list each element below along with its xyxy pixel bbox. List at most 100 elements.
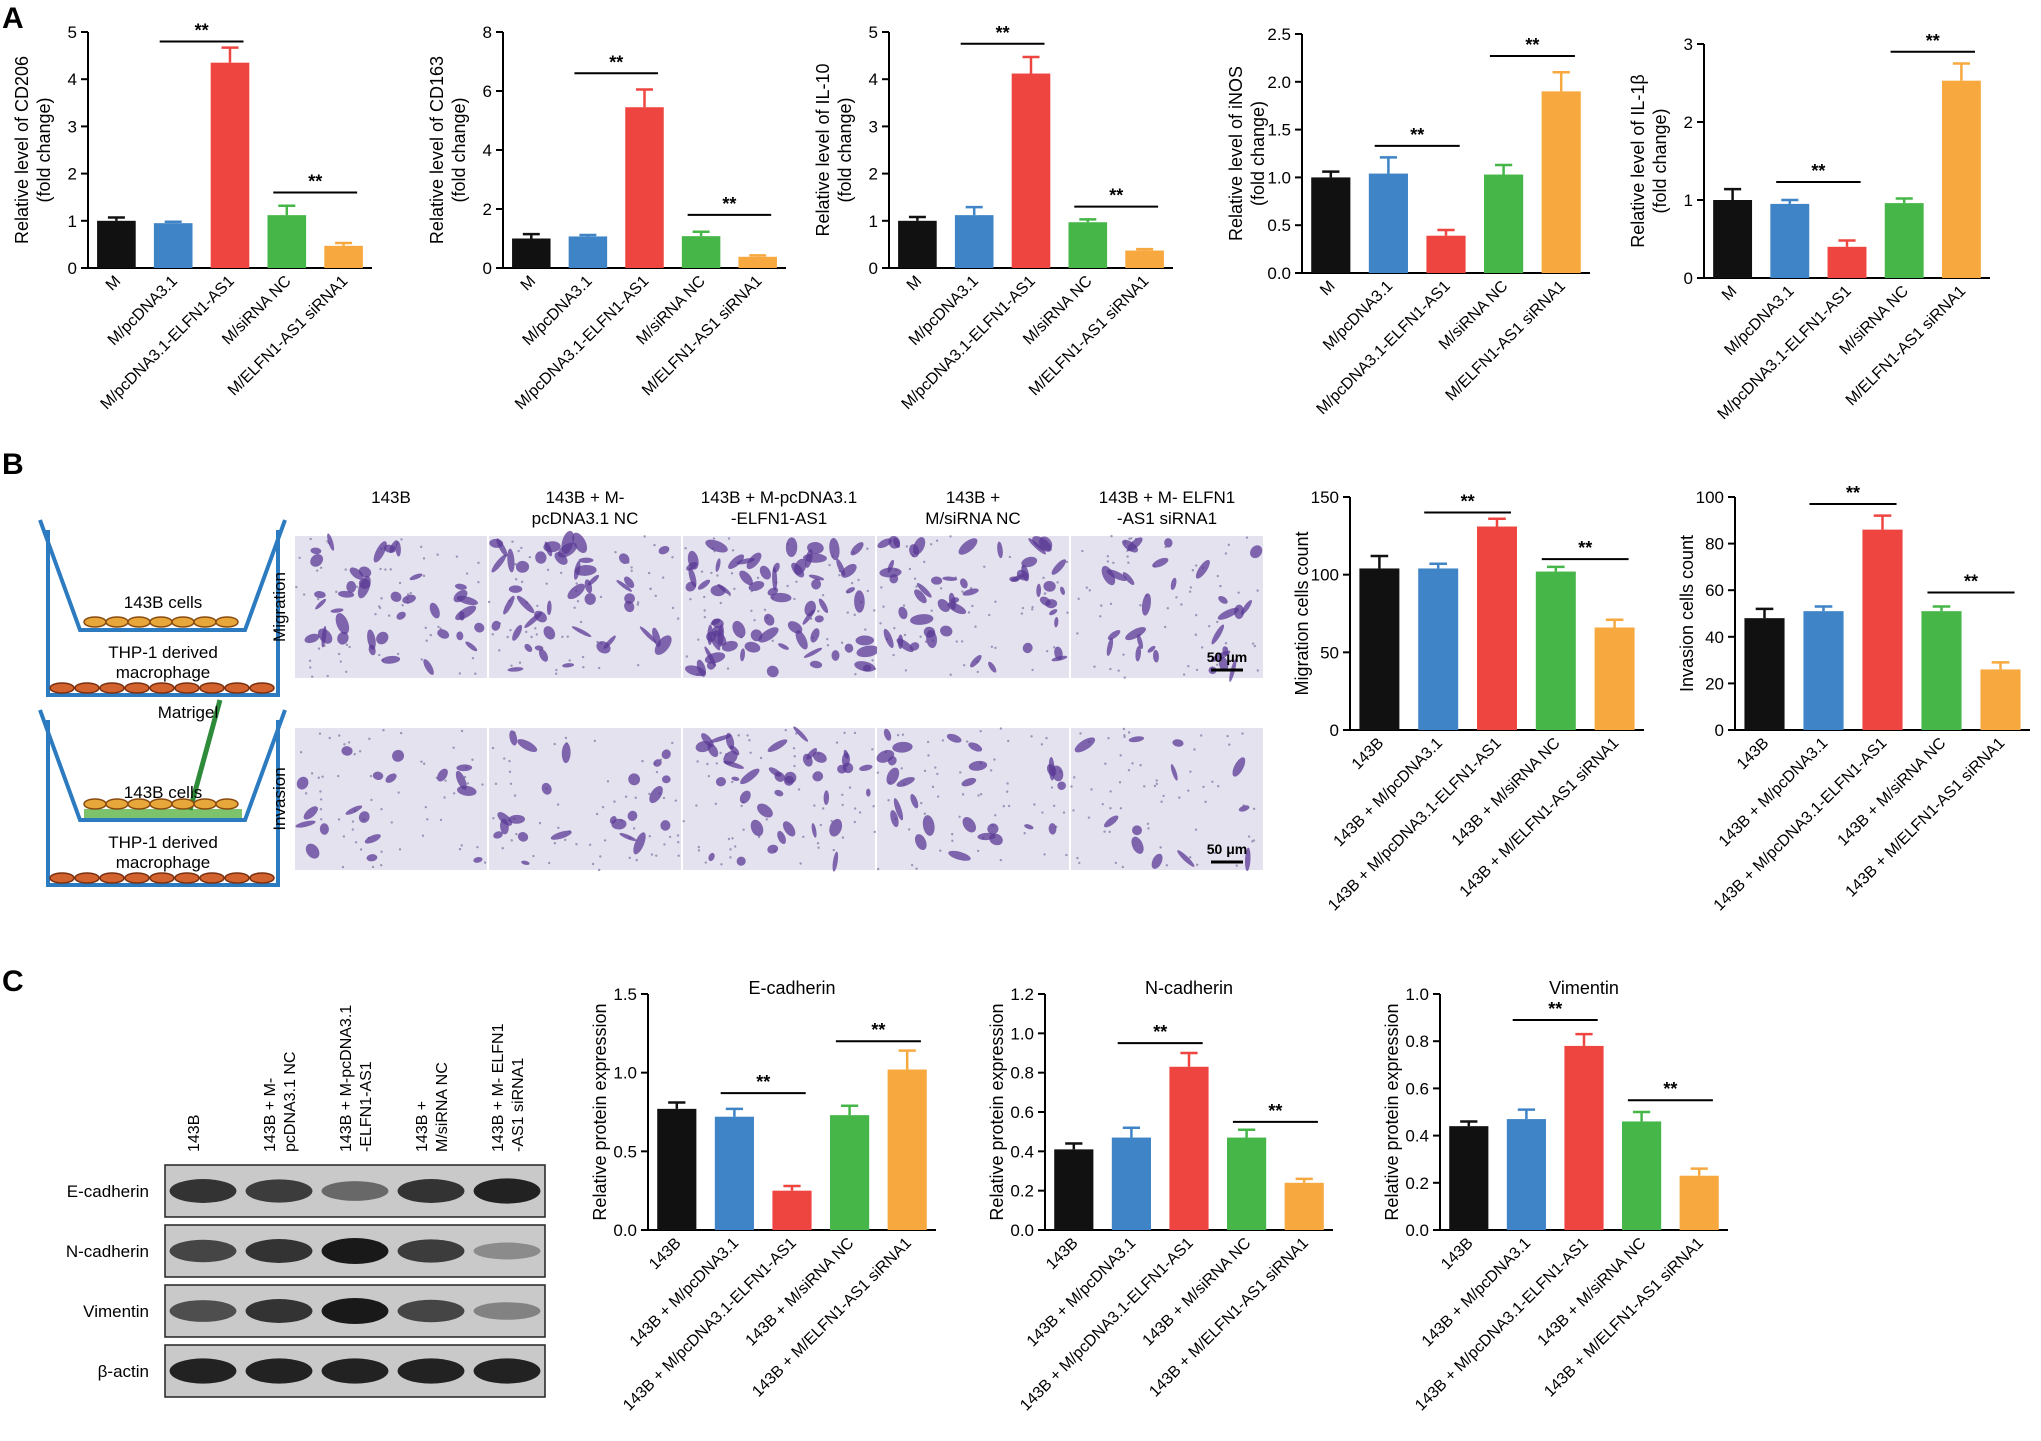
pore-dot xyxy=(793,755,796,758)
pore-dot xyxy=(510,664,513,667)
stained-cell xyxy=(887,756,897,766)
pore-dot xyxy=(930,609,933,612)
stained-cell xyxy=(783,775,794,786)
pore-dot xyxy=(1199,734,1203,737)
stained-cell xyxy=(317,628,333,644)
pore-dot xyxy=(931,785,935,789)
pore-dot xyxy=(676,834,680,837)
pore-dot xyxy=(1043,592,1047,595)
stained-cell xyxy=(1141,593,1151,616)
y-tick-label: 0.8 xyxy=(1010,1064,1034,1083)
blot-band xyxy=(321,1238,389,1264)
pore-dot xyxy=(1106,554,1110,558)
pore-dot xyxy=(1126,555,1129,558)
stained-cell xyxy=(1170,764,1178,781)
pore-dot xyxy=(700,570,704,573)
pore-dot xyxy=(951,839,954,843)
stained-cell xyxy=(890,810,899,828)
stained-cell xyxy=(609,816,617,824)
bar xyxy=(1506,1119,1546,1230)
stained-cell xyxy=(829,818,843,837)
stained-cell xyxy=(507,548,515,573)
pore-dot xyxy=(374,612,377,616)
pore-dot xyxy=(966,740,969,743)
x-tick-label: 143B + M/siRNA NC xyxy=(743,1235,858,1350)
micrograph-column-label: 143B + M- ELFN1 xyxy=(1099,488,1236,507)
pore-dot xyxy=(929,543,933,546)
pore-dot xyxy=(714,802,717,806)
stained-cell xyxy=(823,790,830,806)
pore-dot xyxy=(310,772,314,775)
stained-cell xyxy=(910,794,919,809)
pore-dot xyxy=(1224,552,1228,555)
stained-cell xyxy=(877,538,892,549)
stained-cell xyxy=(1022,642,1033,654)
pore-dot xyxy=(759,756,763,760)
pore-dot xyxy=(547,861,551,865)
stained-cell xyxy=(500,818,509,835)
y-tick-label: 3 xyxy=(869,117,878,136)
x-tick-label: 143B + M/pcDNA3.1 xyxy=(1419,1235,1535,1351)
pore-dot xyxy=(873,609,876,612)
y-tick-label: 40 xyxy=(1705,628,1724,647)
stained-cell xyxy=(512,624,523,641)
tumor-cell xyxy=(127,616,151,628)
bar xyxy=(1125,250,1164,268)
stained-cell xyxy=(750,819,764,837)
pore-dot xyxy=(1215,663,1219,667)
pore-dot xyxy=(983,565,986,568)
pore-dot xyxy=(508,759,511,763)
stained-cell xyxy=(491,620,501,631)
pore-dot xyxy=(1122,727,1126,731)
stained-cell xyxy=(1151,853,1163,869)
x-tick-label: 143B xyxy=(646,1235,684,1273)
pore-dot xyxy=(841,793,844,796)
pore-dot xyxy=(536,604,539,608)
pore-dot xyxy=(784,728,787,732)
stained-cell xyxy=(396,611,406,620)
stained-cell xyxy=(618,553,630,564)
bar xyxy=(1418,568,1459,730)
pore-dot xyxy=(896,733,900,737)
pore-dot xyxy=(1109,602,1113,606)
pore-dot xyxy=(553,742,556,746)
pore-dot xyxy=(1050,786,1054,789)
pore-dot xyxy=(671,606,675,610)
stained-cell xyxy=(295,820,316,828)
stained-cell xyxy=(1032,536,1052,552)
bar xyxy=(1541,91,1581,273)
stained-cell xyxy=(770,592,792,603)
pore-dot xyxy=(955,640,958,643)
pore-dot xyxy=(650,853,654,856)
pore-dot xyxy=(967,611,971,614)
outer-well xyxy=(46,720,280,887)
pore-dot xyxy=(1163,625,1167,629)
stained-cell xyxy=(310,547,322,555)
pore-dot xyxy=(988,613,991,617)
stained-cell xyxy=(731,776,740,781)
pore-dot xyxy=(317,776,320,779)
y-axis-label-2: (fold change) xyxy=(1650,108,1670,213)
pore-dot xyxy=(873,830,876,834)
pore-dot xyxy=(765,818,768,821)
pore-dot xyxy=(316,597,320,601)
stained-cell xyxy=(757,803,773,818)
pore-dot xyxy=(1159,846,1162,849)
bar-chart-1: 0 1 2 3 4 5 Relative level of CD206 (fold chang… xyxy=(12,20,372,413)
bar xyxy=(1535,571,1576,730)
pore-dot xyxy=(336,774,340,778)
stained-cell xyxy=(584,593,596,605)
pore-dot xyxy=(1155,782,1159,786)
pore-dot xyxy=(1146,822,1150,826)
bar xyxy=(887,1069,927,1230)
stained-cell xyxy=(660,820,671,831)
pore-dot xyxy=(514,578,518,581)
y-tick-label: 2.5 xyxy=(1267,25,1291,44)
bar xyxy=(1284,1182,1324,1230)
blot-band xyxy=(245,1299,313,1323)
pore-dot xyxy=(719,601,722,605)
stained-cell xyxy=(814,615,824,623)
micrograph xyxy=(1071,728,1263,870)
x-tick-label: 143B + M/siRNA NC xyxy=(1535,1235,1650,1350)
bar xyxy=(1744,618,1785,730)
